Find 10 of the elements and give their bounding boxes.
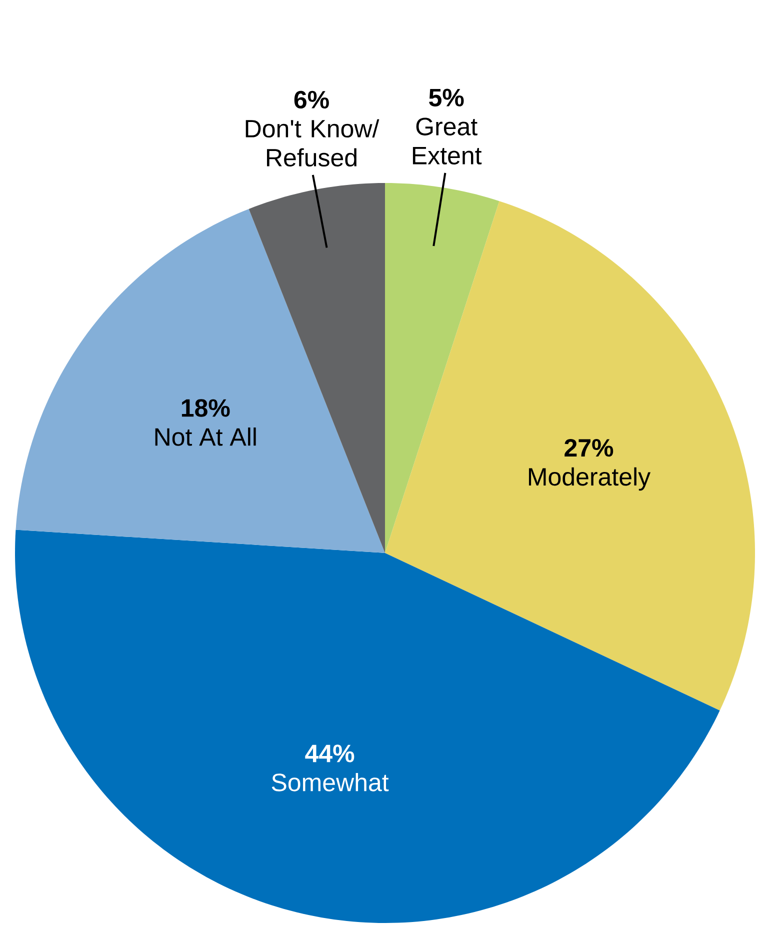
slice-label: Don't Know/ Refused: [246, 119, 380, 167]
slice-label: Great Extent: [412, 118, 482, 164]
slice-label: Not At All: [155, 427, 256, 446]
data-label: 5%: [429, 88, 464, 106]
slice-label: Moderately: [528, 467, 651, 491]
data-label: 44%: [305, 744, 354, 762]
data-label: 18%: [182, 399, 230, 417]
slice-label: Somewhat: [272, 772, 389, 792]
data-label: 27%: [564, 439, 614, 457]
data-label: 6%: [294, 90, 329, 109]
